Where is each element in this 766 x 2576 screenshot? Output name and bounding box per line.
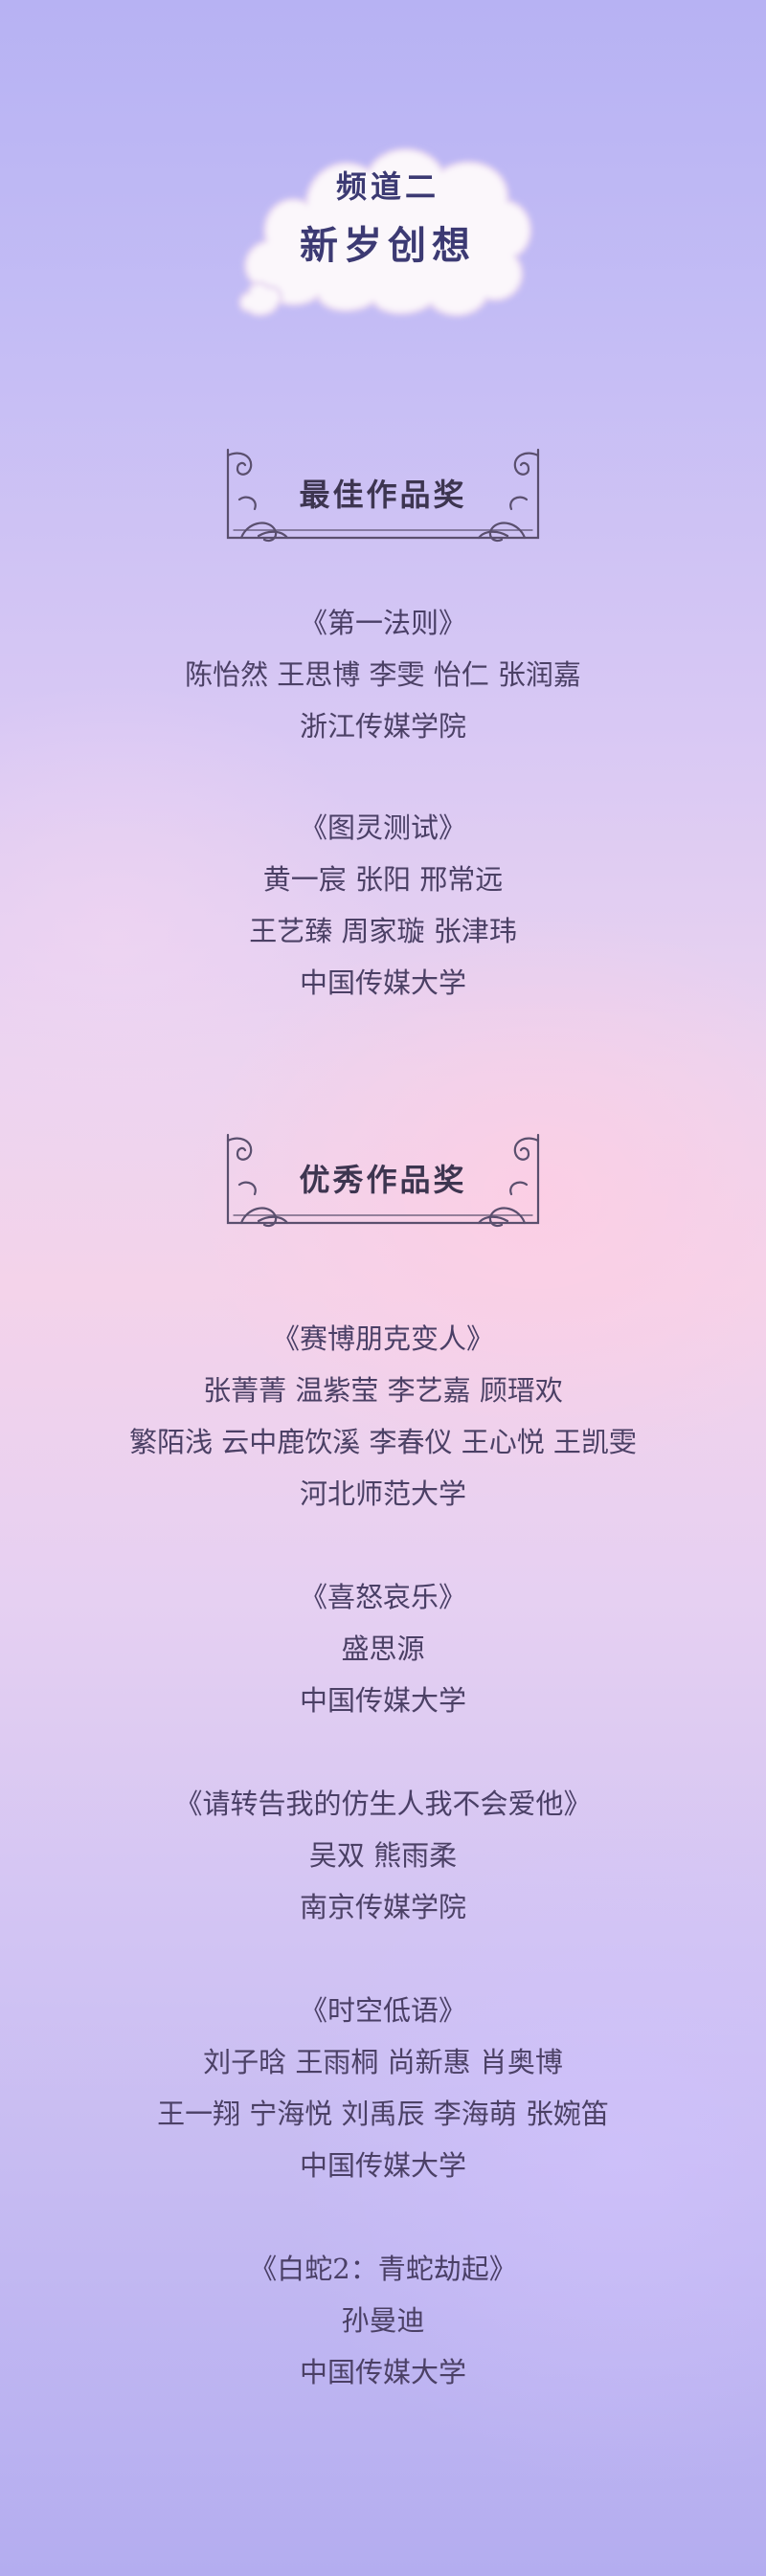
section-title: 最佳作品奖 <box>299 477 467 513</box>
award-entry: 《请转告我的仿生人我不会爱他》 吴双 熊雨柔 南京传媒学院 <box>0 1778 766 1933</box>
cloud-shape <box>238 147 532 318</box>
channel-theme: 新岁创想 <box>300 224 476 268</box>
school-name: 浙江传媒学院 <box>299 710 466 743</box>
channel-label: 频道二 <box>335 168 439 205</box>
work-title: 《喜怒哀乐》 <box>299 1581 466 1613</box>
creators-line: 陈怡然 王思博 李雯 怡仁 张润嘉 <box>185 658 581 691</box>
creators-line: 盛思源 <box>341 1632 425 1665</box>
school-name: 南京传媒学院 <box>299 1891 466 1923</box>
creators-line: 吴双 熊雨柔 <box>308 1839 458 1872</box>
creators-line: 刘子晗 王雨桐 尚新惠 肖奥博 <box>203 2046 563 2078</box>
award-entry: 《第一法则》 陈怡然 王思博 李雯 怡仁 张润嘉 浙江传媒学院 <box>0 597 766 752</box>
work-title: 《赛博朋克变人》 <box>271 1322 494 1355</box>
ornament-frame-icon <box>226 1133 540 1228</box>
award-entry: 《喜怒哀乐》 盛思源 中国传媒大学 <box>0 1571 766 1726</box>
section-header-best: 最佳作品奖 <box>220 442 546 547</box>
creators-line: 王一翔 宁海悦 刘禹辰 李海萌 张婉笛 <box>157 2098 609 2130</box>
work-title: 《白蛇2：青蛇劫起》 <box>249 2253 517 2285</box>
award-entry: 《图灵测试》 黄一宸 张阳 邢常远 王艺臻 周家璇 张津玮 中国传媒大学 <box>0 802 766 1009</box>
school-name: 河北师范大学 <box>299 1477 466 1510</box>
work-title: 《时空低语》 <box>299 1994 466 2027</box>
school-name: 中国传媒大学 <box>299 966 466 999</box>
channel-title-cloud: 频道二 新岁创想 <box>230 115 546 335</box>
work-title: 《第一法则》 <box>299 607 466 639</box>
section-header-excellent: 优秀作品奖 <box>220 1127 546 1232</box>
work-title: 《请转告我的仿生人我不会爱他》 <box>174 1788 592 1820</box>
section-title: 优秀作品奖 <box>299 1162 467 1198</box>
creators-line: 王艺臻 周家璇 张津玮 <box>249 915 517 947</box>
school-name: 中国传媒大学 <box>299 2356 466 2388</box>
creators-line: 黄一宸 张阳 邢常远 <box>262 863 504 896</box>
creators-line: 张菁菁 温紫莹 李艺嘉 顾瑨欢 <box>203 1374 563 1407</box>
creators-line: 繁陌浅 云中鹿饮溪 李春仪 王心悦 王凯雯 <box>129 1426 637 1458</box>
work-title: 《图灵测试》 <box>299 811 466 844</box>
award-entry: 《时空低语》 刘子晗 王雨桐 尚新惠 肖奥博 王一翔 宁海悦 刘禹辰 李海萌 张… <box>0 1985 766 2191</box>
ornament-frame-icon <box>226 448 540 543</box>
award-entry: 《赛博朋克变人》 张菁菁 温紫莹 李艺嘉 顾瑨欢 繁陌浅 云中鹿饮溪 李春仪 王… <box>0 1313 766 1520</box>
creators-line: 孙曼迪 <box>341 2304 425 2337</box>
school-name: 中国传媒大学 <box>299 2149 466 2182</box>
award-entry: 《白蛇2：青蛇劫起》 孙曼迪 中国传媒大学 <box>0 2243 766 2398</box>
school-name: 中国传媒大学 <box>299 1684 466 1717</box>
